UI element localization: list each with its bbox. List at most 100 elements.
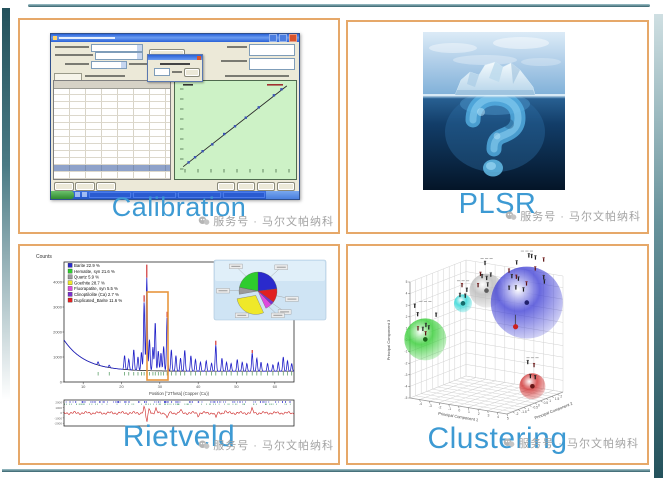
panel-calibration: Calibration 服务号 · 马尔文帕纳科 (18, 18, 340, 234)
dialog-button (184, 68, 200, 77)
svg-text:-1: -1 (527, 408, 530, 412)
dialog-text (172, 71, 182, 73)
panel-title-clustering: Clustering (427, 422, 568, 455)
panel-plsr: PLSR 服务号 · 马尔文帕纳科 (346, 20, 649, 234)
svg-text:1: 1 (406, 327, 408, 331)
svg-text:0: 0 (538, 403, 540, 407)
form-label (55, 46, 89, 48)
svg-text:20: 20 (119, 384, 124, 389)
button (237, 182, 255, 191)
watermark-text: 服务号 · 马尔文帕纳科 (518, 438, 639, 450)
svg-text:Counts: Counts (36, 254, 52, 260)
svg-text:-3: -3 (405, 373, 408, 377)
watermark-text: 服务号 · 马尔文帕纳科 (520, 211, 641, 223)
task-button (178, 192, 221, 198)
svg-text:2: 2 (560, 395, 562, 399)
svg-text:Quartz 5.9 %: Quartz 5.9 % (74, 275, 99, 280)
iceberg-image (423, 32, 565, 190)
watermark: 服务号 · 马尔文帕纳科 (503, 435, 639, 451)
button (217, 182, 235, 191)
svg-text:1000: 1000 (53, 355, 63, 360)
close-window-button (277, 182, 295, 191)
calibration-plot (174, 80, 297, 180)
button (257, 182, 275, 191)
start-button (51, 191, 75, 199)
form-area (51, 42, 299, 82)
watermark: 服务号 · 马尔文帕纳科 (505, 208, 641, 224)
svg-text:-1000: -1000 (54, 416, 62, 420)
window-titlebar (51, 34, 299, 42)
svg-text:2000: 2000 (55, 401, 62, 405)
svg-text:60: 60 (273, 384, 278, 389)
watermark-text: 服务号 · 马尔文帕纳科 (213, 440, 334, 452)
window-icon (53, 36, 57, 40)
button (75, 182, 95, 191)
task-button (133, 192, 176, 198)
minimize-button (269, 34, 277, 42)
svg-text:0: 0 (458, 409, 460, 413)
panel-clustering: -4 -3 -2 -1 0 1 2 3 4 5 -2 -1.5 -1 -0.5 0 0.5 1 1.5 2 -5 -4-… (346, 244, 649, 465)
svg-text:-1: -1 (448, 407, 451, 411)
watermark: 服务号 · 马尔文帕纳科 (198, 437, 334, 453)
svg-text:Duplicated_Barite 11.6 %: Duplicated_Barite 11.6 % (74, 298, 122, 303)
button (96, 182, 116, 191)
wechat-official-account-icon (503, 438, 515, 447)
svg-text:Principal Component 1: Principal Component 1 (438, 411, 480, 423)
right-accent-bar (654, 14, 663, 478)
svg-text:1: 1 (468, 410, 470, 414)
combo-field (91, 61, 127, 69)
close-button (289, 34, 297, 42)
svg-text:-0.5: -0.5 (532, 406, 538, 410)
strip-text (85, 75, 125, 77)
dialog-titlebar (148, 55, 202, 60)
svg-text:Fluorapatite, syn 5.5 %: Fluorapatite, syn 5.5 % (74, 286, 118, 291)
wechat-official-account-icon (198, 216, 210, 225)
svg-text:4000: 4000 (53, 280, 63, 285)
waterline (423, 94, 565, 97)
table-header (54, 81, 170, 89)
question-mark (465, 90, 526, 177)
svg-text:2000: 2000 (53, 330, 63, 335)
dialog-input (154, 68, 170, 76)
svg-text:-1.5: -1.5 (521, 410, 527, 414)
svg-text:Barite 22.9 %: Barite 22.9 % (74, 263, 100, 268)
svg-text:3: 3 (487, 413, 489, 417)
svg-text:4: 4 (406, 292, 408, 296)
form-label (55, 54, 93, 56)
system-tray (266, 191, 299, 199)
svg-text:-2: -2 (516, 412, 519, 416)
svg-text:Goethite 28.7 %: Goethite 28.7 % (74, 280, 105, 285)
svg-text:3: 3 (406, 303, 408, 307)
svg-text:40: 40 (196, 384, 201, 389)
taskbar (51, 191, 299, 199)
svg-text:5: 5 (507, 417, 509, 421)
calibration-app-window (50, 33, 300, 200)
tab (54, 73, 82, 80)
selected-row (54, 165, 170, 171)
quicklaunch-icon (75, 192, 81, 197)
svg-text:2: 2 (478, 412, 480, 416)
popup-dialog (147, 54, 203, 82)
svg-text:5: 5 (406, 280, 408, 284)
text-field (249, 44, 295, 56)
form-label (227, 46, 247, 48)
svg-text:3000: 3000 (53, 305, 63, 310)
data-table (53, 80, 171, 180)
svg-text:-1: -1 (405, 350, 408, 354)
wechat-official-account-icon (198, 440, 210, 449)
combo-field (91, 44, 143, 52)
svg-text:Principal Component 3: Principal Component 3 (386, 319, 391, 360)
svg-text:1: 1 (549, 399, 551, 403)
panel-title-plsr: PLSR (458, 188, 537, 220)
svg-text:-4: -4 (419, 402, 422, 406)
svg-text:Hematite, syn 21.6 %: Hematite, syn 21.6 % (74, 269, 115, 274)
task-button (222, 192, 266, 198)
text-field (249, 58, 295, 70)
window-title-text (59, 37, 115, 39)
svg-text:30: 30 (158, 384, 163, 389)
top-rule (28, 4, 650, 7)
svg-text:50: 50 (234, 384, 239, 389)
button (54, 182, 74, 191)
form-label (65, 63, 89, 65)
